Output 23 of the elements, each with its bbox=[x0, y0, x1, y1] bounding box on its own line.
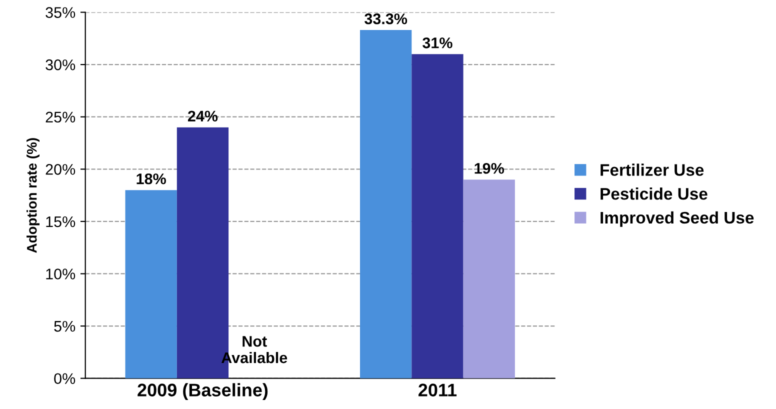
bar bbox=[360, 30, 412, 378]
y-tick-label: 30% bbox=[46, 59, 76, 70]
y-tick-label: 20% bbox=[46, 164, 76, 175]
bar bbox=[412, 54, 464, 378]
y-tick-label: 0% bbox=[54, 373, 76, 384]
x-tick-label: 2011 bbox=[418, 384, 457, 396]
bar bbox=[463, 180, 515, 378]
data-label: 33.3% bbox=[364, 13, 408, 24]
data-label: 18% bbox=[136, 173, 166, 184]
data-label: 24% bbox=[188, 110, 218, 122]
y-axis-title: Adoption rate (%) bbox=[26, 138, 40, 253]
y-tick-label: 10% bbox=[46, 268, 76, 280]
y-tick-label: 25% bbox=[46, 112, 76, 123]
y-tick-label: 15% bbox=[46, 216, 76, 228]
data-label: 31% bbox=[422, 37, 452, 48]
legend-label: Fertilizer Use bbox=[600, 164, 704, 176]
x-tick-label: 2009 (Baseline) bbox=[138, 383, 268, 400]
bar bbox=[125, 190, 177, 378]
y-tick-label: 35% bbox=[46, 7, 76, 18]
y-tick-label: 5% bbox=[54, 320, 76, 332]
data-label: 19% bbox=[474, 162, 504, 174]
legend-label: Pesticide Use bbox=[600, 188, 708, 200]
legend-label: Improved Seed Use bbox=[600, 211, 754, 227]
